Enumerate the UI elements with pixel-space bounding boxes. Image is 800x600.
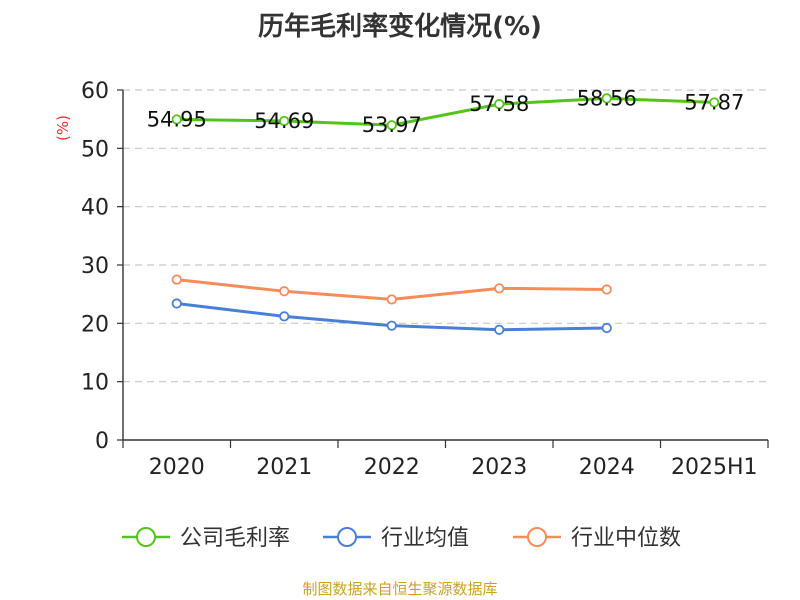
x-tick-label: 2021 <box>256 455 312 480</box>
data-label: 53.97 <box>362 113 422 137</box>
data-label: 57.58 <box>469 92 529 116</box>
x-tick-label: 2022 <box>364 455 420 480</box>
legend-label: 行业中位数 <box>571 526 681 551</box>
grid-lines <box>123 89 768 383</box>
data-point <box>171 274 182 285</box>
x-tick-label: 2023 <box>471 455 527 480</box>
data-labels: 54.95 54.69 53.97 57.58 58.56 57.87 <box>147 86 745 137</box>
data-point <box>601 93 612 104</box>
x-tick-label: 2024 <box>579 455 635 480</box>
data-point <box>494 283 505 294</box>
legend-marker-icon <box>527 527 547 547</box>
legend-label: 公司毛利率 <box>180 526 290 551</box>
data-point <box>601 322 612 334</box>
source-note: 制图数据来自恒生聚源数据库 <box>302 580 498 598</box>
data-point <box>171 114 182 125</box>
data-point <box>386 120 397 131</box>
data-label: 54.95 <box>147 107 207 131</box>
data-label: 58.56 <box>577 86 637 110</box>
data-point <box>709 97 720 108</box>
y-tick-label: 10 <box>81 371 109 396</box>
legend: 公司毛利率 行业均值 行业中位数 <box>122 526 681 551</box>
x-tick-label: 2025H1 <box>671 455 758 480</box>
legend-label: 行业均值 <box>381 526 469 551</box>
data-point <box>386 320 397 331</box>
data-point <box>279 311 290 322</box>
y-tick-label: 40 <box>81 196 109 221</box>
data-point <box>386 294 397 305</box>
y-tick-label: 0 <box>95 429 109 454</box>
series-line <box>176 96 715 127</box>
chart-title: 历年毛利率变化情况(%) <box>258 12 542 42</box>
data-label: 57.87 <box>684 90 744 114</box>
y-tick-label: 50 <box>81 137 109 162</box>
series-group <box>171 93 720 335</box>
data-label: 54.69 <box>254 109 314 133</box>
data-point <box>279 115 290 127</box>
y-tick-label: 20 <box>81 312 109 337</box>
y-axis-label: (%) <box>54 115 72 141</box>
data-point <box>279 286 290 297</box>
x-tick-label: 2020 <box>149 455 205 480</box>
data-point <box>494 99 505 110</box>
data-point <box>171 298 182 309</box>
axes: 0 10 20 30 40 50 60 (%) 2020 2021 2022 2023 2024 2025… <box>54 79 769 480</box>
y-tick-label: 30 <box>81 254 109 279</box>
legend-marker-icon <box>337 527 357 547</box>
data-point <box>601 284 612 295</box>
data-point <box>494 324 505 335</box>
y-tick-label: 60 <box>81 79 109 104</box>
legend-marker-icon <box>136 527 156 547</box>
